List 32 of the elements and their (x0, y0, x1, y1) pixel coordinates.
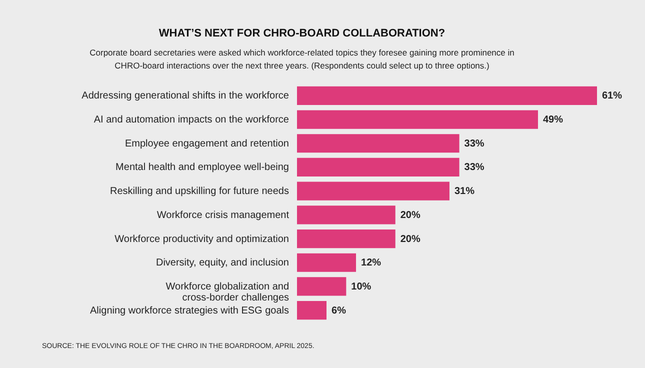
y-tick-label: AI and automation impacts on the workforce (94, 114, 290, 126)
y-tick-label: Addressing generational shifts in the workforce (82, 90, 290, 102)
bar (297, 206, 396, 224)
y-tick-label: Workforce crisis management (156, 210, 290, 221)
y-tick-label: Mental health and employee well-being (116, 162, 289, 174)
bar (297, 158, 460, 177)
data-label: 20% (400, 234, 420, 245)
data-label: 20% (400, 210, 420, 221)
bar (297, 134, 460, 153)
bar (297, 277, 346, 296)
bar (297, 253, 356, 272)
y-tick-label: Workforce globalization and cross-border challenges (166, 281, 289, 304)
y-tick-label: Aligning workforce strategies with ESG goals (90, 305, 289, 316)
chart-subtitle: Corporate board secretaries were asked which workforce-related topics they foresee gaining more prominence in CHRO-board interactions over the next three years. (Respondents could select up to three options.) (90, 48, 515, 70)
data-label: 31% (454, 186, 475, 198)
y-tick-label: Employee engagement and retention (124, 138, 289, 150)
y-tick-label: Reskilling and upskilling for future needs (110, 186, 289, 198)
bar (297, 229, 396, 248)
data-label: 33% (464, 138, 484, 150)
y-tick-label: Workforce productivity and optimization (114, 234, 289, 245)
bar (297, 110, 538, 129)
bar (297, 182, 450, 200)
y-tick-label: Diversity, equity, and inclusion (156, 258, 289, 269)
chart-title: WHAT’S NEXT FOR CHRO-BOARD COLLABORATION? (158, 28, 446, 40)
bar (297, 301, 327, 320)
data-label: 10% (351, 281, 372, 292)
bar (297, 86, 597, 105)
data-label: 49% (542, 114, 564, 126)
data-label: 61% (602, 90, 622, 102)
data-label: 33% (464, 162, 484, 174)
data-label: 6% (332, 305, 346, 316)
data-label: 12% (361, 258, 382, 269)
